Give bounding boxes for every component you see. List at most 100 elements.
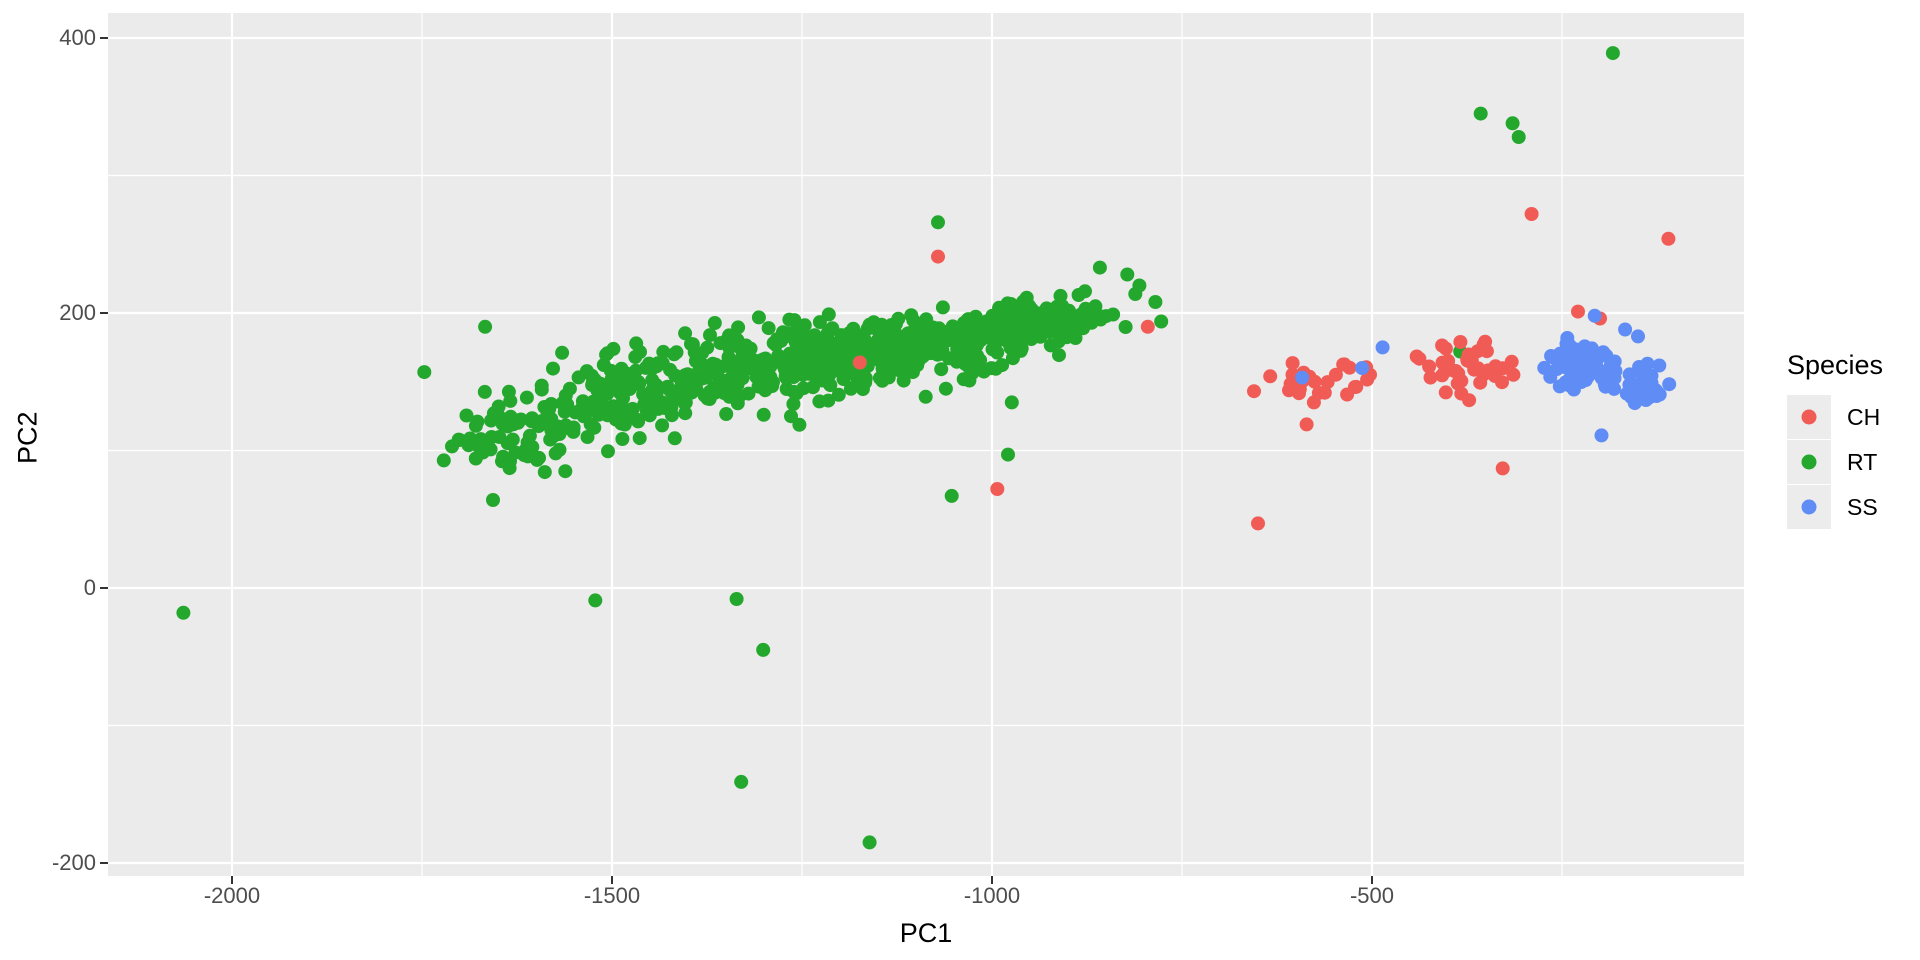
data-point-rt — [934, 362, 949, 377]
data-point-rt — [663, 362, 678, 377]
data-point-rt — [792, 417, 807, 432]
data-point-rt — [756, 642, 771, 657]
data-point-rt — [470, 414, 485, 429]
data-point-rt — [992, 320, 1007, 335]
data-point-rt — [938, 381, 953, 396]
data-point-rt — [812, 394, 827, 409]
data-point-rt — [1019, 307, 1034, 322]
data-point-ss — [1662, 377, 1677, 392]
data-point-rt — [729, 374, 744, 389]
data-point-ch — [1412, 351, 1427, 366]
data-point-rt — [522, 428, 537, 443]
y-axis-tick — [100, 311, 108, 315]
data-point-rt — [537, 465, 552, 480]
data-point-rt — [786, 397, 801, 411]
data-point-rt — [878, 328, 892, 343]
data-point-rt — [622, 375, 637, 389]
data-point-rt — [1052, 348, 1066, 363]
data-point-rt — [1005, 351, 1020, 366]
data-point-rt — [953, 348, 968, 363]
y-axis-tick-label: 200 — [59, 300, 96, 325]
data-point-ch — [1435, 338, 1450, 353]
data-point-rt — [1000, 296, 1015, 311]
data-point-rt — [1473, 106, 1488, 121]
data-point-rt — [963, 359, 977, 374]
data-point-rt — [729, 592, 744, 606]
data-point-rt — [751, 310, 766, 325]
data-point-rt — [1120, 267, 1135, 282]
data-point-rt — [176, 605, 191, 620]
data-point-ch — [1340, 387, 1355, 402]
data-point-rt — [891, 311, 906, 326]
legend-dot-icon — [1801, 499, 1817, 515]
data-point-rt — [756, 407, 771, 422]
data-point-rt — [1019, 290, 1034, 305]
data-point-ss — [1563, 371, 1578, 386]
data-point-rt — [500, 436, 515, 451]
legend: Species CH RT SS — [1787, 350, 1883, 530]
x-axis-tick — [230, 876, 234, 884]
data-point-ch — [1342, 360, 1357, 375]
data-point-rt — [906, 313, 921, 328]
data-point-rt — [877, 344, 892, 358]
data-point-rt — [1505, 116, 1520, 131]
data-point-ch — [990, 482, 1005, 496]
data-point-rt — [486, 493, 500, 507]
data-point-rt — [579, 364, 594, 379]
data-point-ss — [1622, 377, 1637, 392]
data-point-rt — [436, 453, 451, 468]
data-point-rt — [501, 384, 516, 399]
data-point-rt — [853, 330, 868, 345]
data-point-ch — [1495, 361, 1510, 376]
data-point-rt — [478, 319, 493, 334]
data-point-ss — [1537, 360, 1552, 375]
data-point-rt — [633, 345, 647, 359]
legend-item-label: SS — [1847, 493, 1878, 520]
data-point-rt — [703, 328, 717, 343]
data-point-ss — [1632, 384, 1647, 399]
data-point-rt — [763, 372, 778, 387]
data-point-rt — [1024, 325, 1039, 339]
x-axis-tick — [990, 876, 994, 884]
data-point-ch — [1506, 367, 1521, 382]
data-point-rt — [678, 406, 693, 421]
data-point-ch — [1423, 370, 1438, 385]
data-point-rt — [975, 322, 990, 337]
data-point-rt — [600, 386, 615, 401]
data-point-rt — [780, 326, 794, 341]
data-point-rt — [555, 345, 570, 360]
data-point-ch — [1462, 393, 1477, 408]
data-point-rt — [519, 390, 534, 405]
data-point-rt — [616, 391, 630, 406]
x-axis-tick — [1370, 876, 1374, 884]
data-point-rt — [660, 379, 675, 394]
data-point-rt — [575, 399, 590, 414]
data-point-rt — [730, 396, 745, 411]
data-point-ss — [1652, 358, 1667, 373]
data-point-rt — [976, 364, 991, 379]
data-point-rt — [548, 446, 563, 461]
data-point-rt — [707, 364, 722, 379]
data-point-rt — [534, 382, 549, 397]
legend-item-label: RT — [1847, 448, 1878, 475]
data-point-ch — [1328, 367, 1343, 382]
data-point-rt — [1001, 447, 1015, 462]
data-point-rt — [836, 372, 851, 387]
y-axis-tick — [100, 586, 108, 590]
data-point-rt — [631, 414, 646, 429]
data-point-rt — [775, 355, 790, 370]
data-point-ch — [1437, 364, 1452, 379]
data-point-rt — [713, 336, 728, 351]
data-point-rt — [719, 407, 734, 421]
data-point-rt — [757, 360, 772, 375]
data-point-rt — [1078, 284, 1092, 299]
x-axis-tick — [610, 876, 614, 884]
data-point-ch — [1360, 372, 1375, 387]
data-point-ss — [1589, 353, 1604, 368]
x-axis-title: PC1 — [899, 918, 953, 948]
data-point-rt — [782, 312, 797, 327]
data-point-rt — [670, 389, 685, 404]
data-point-ch — [1463, 354, 1478, 369]
data-point-rt — [809, 359, 824, 373]
